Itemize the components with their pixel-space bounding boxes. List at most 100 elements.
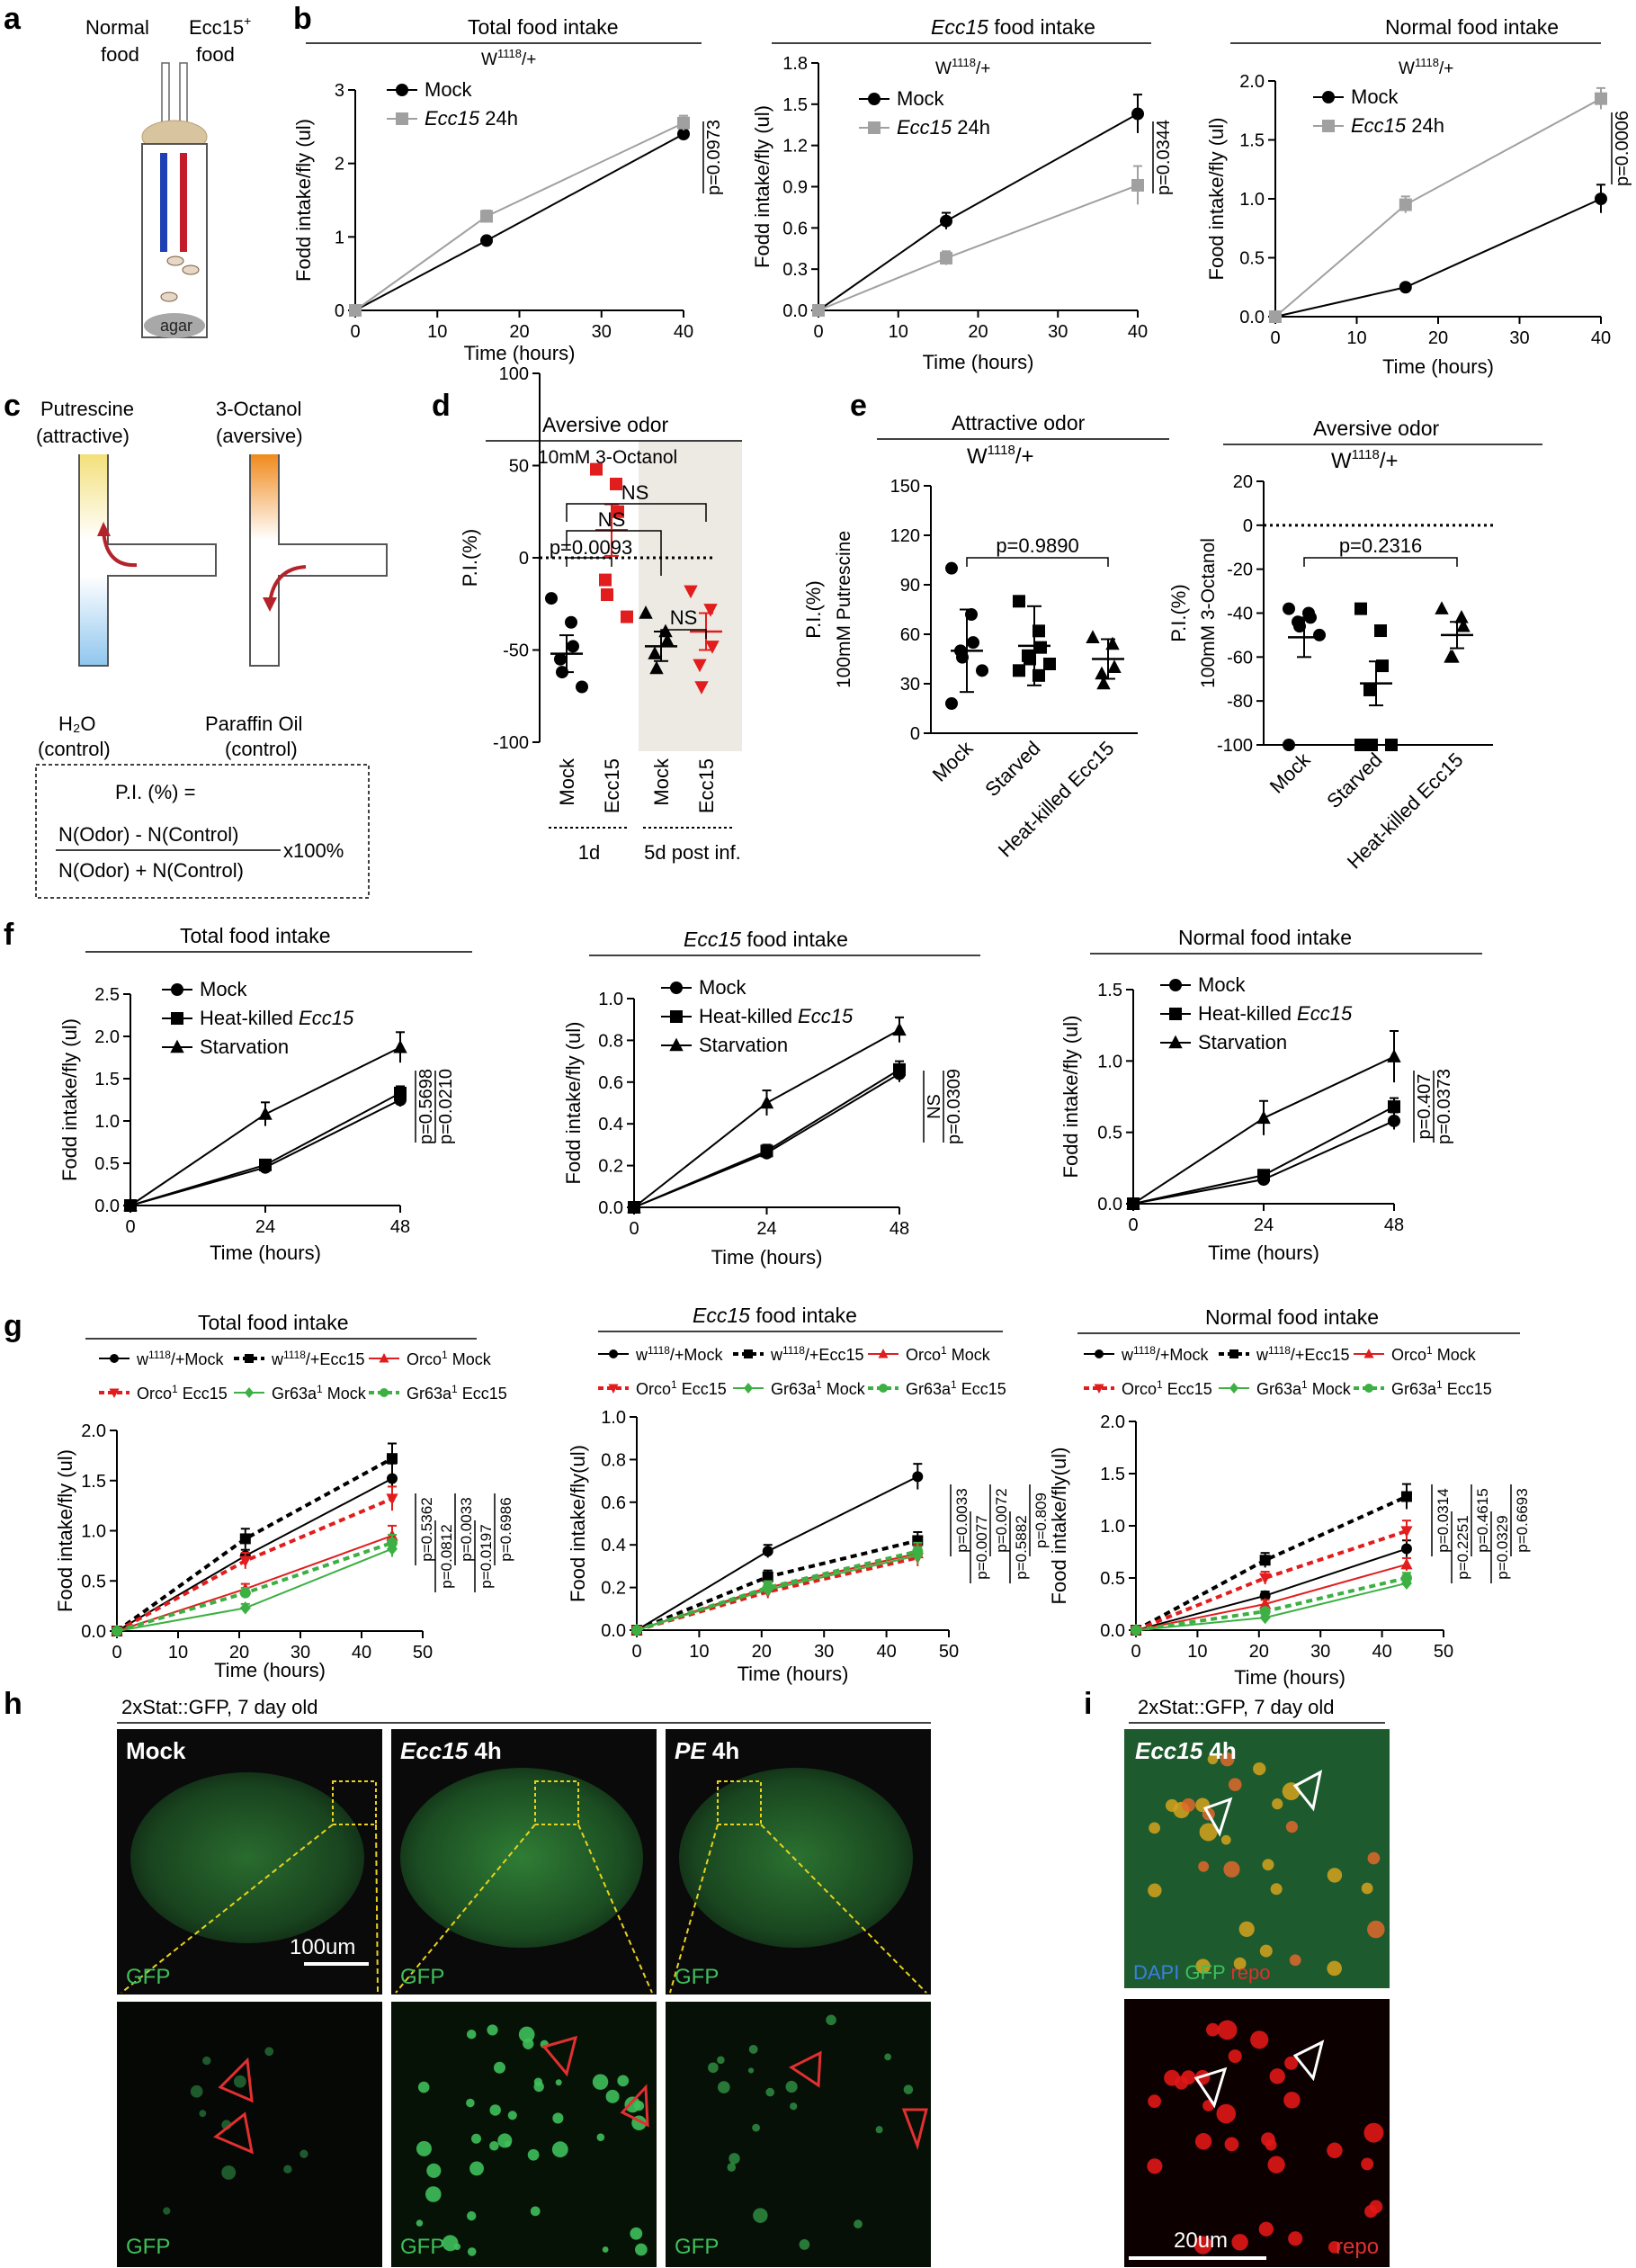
legend-prefix: Gr63a (906, 1380, 952, 1398)
legend-sup: 1118 (782, 1344, 805, 1357)
y-tick-label: -20 (1227, 560, 1253, 580)
data-point (480, 234, 493, 247)
x-tick-label: 48 (890, 1219, 909, 1239)
y-axis-label-2: 100mM Putrescine (834, 531, 854, 688)
gfp-cell (747, 2067, 755, 2074)
panel-label-i: i (1084, 1687, 1092, 1721)
data-point (912, 1471, 924, 1483)
merged-cell (1327, 1960, 1342, 1977)
gfp-cell (729, 2153, 740, 2165)
genotype-w: W (967, 444, 988, 469)
panel-c-tmaze-diagram: Putrescine (attractive) 3-Octanol (avers… (35, 398, 388, 899)
legend-marker (609, 1349, 618, 1358)
chart-g2-ecc15-food-intake: Ecc15 food intake 0.0 0.2 0.4 0.6 0.8 1.0 0 10 20… (567, 1304, 1050, 1685)
genotype-label: W1118/+ (1399, 56, 1453, 78)
data-point (1363, 683, 1376, 696)
data-point (976, 664, 988, 677)
gfp-cell (518, 2026, 535, 2043)
x-category-label: Mock (556, 757, 578, 806)
gfp-cell (190, 2084, 203, 2098)
legend-name: /+Mock (1156, 1346, 1210, 1364)
legend-marker (109, 1388, 120, 1398)
chart-title-text: Total food intake (468, 15, 619, 39)
p-value-label: p=0.0373 (1435, 1069, 1454, 1144)
merged-cell (1361, 1882, 1373, 1895)
fly-icon (160, 291, 178, 302)
arrowhead-icon (1193, 2066, 1228, 2109)
legend-marker (110, 1354, 119, 1363)
x-tick-label: 24 (1254, 1215, 1274, 1235)
repo-cell (1258, 2221, 1274, 2237)
legend-label: Ecc15 24h (897, 116, 990, 139)
gfp-cell (466, 2210, 477, 2221)
legend-prefix: Orco (137, 1385, 172, 1403)
panel-label-h: h (4, 1687, 22, 1721)
legend-name: /+Ecc15 (1291, 1346, 1350, 1364)
legend-name: Mock (897, 87, 945, 110)
y-tick-label: 0.4 (601, 1536, 626, 1555)
x-category-label: Mock (1265, 748, 1316, 798)
h-label-mock: Mock (126, 1737, 186, 1764)
gfp-cell (233, 2075, 246, 2088)
y-axis-label-2: 100mM 3-Octanol (1198, 538, 1219, 688)
gfp-cell (826, 2014, 836, 2026)
chart-title: Ecc15 food intake (684, 928, 848, 951)
h-zoom-gfp-label-2: GFP (400, 2235, 444, 2259)
x-category-label: Ecc15 (601, 758, 623, 813)
p-value-label: p=0.0344 (1154, 120, 1174, 195)
p-value-label: p=0.4615 (1474, 1488, 1491, 1552)
data-point (1388, 1114, 1400, 1127)
legend-sup: 1 (442, 1349, 448, 1361)
legend-name: Ecc15 (1163, 1380, 1212, 1398)
x-axis-label: Time (hours) (214, 1659, 326, 1681)
series-line (636, 1475, 918, 1631)
legend-name: Mock (1308, 1380, 1352, 1398)
normal-food-label: Normal (85, 16, 149, 39)
legend-name: Mock (200, 978, 248, 1000)
control-label-2: (control) (225, 738, 298, 760)
x-tick-label: 40 (352, 1643, 371, 1663)
repo-cell (1194, 2132, 1212, 2150)
y-axis-label: P.I.(%) (1167, 584, 1190, 641)
gfp-cell (416, 2140, 432, 2156)
legend-label: Ecc15 24h (1351, 114, 1444, 137)
y-tick-label: 0.0 (94, 1197, 120, 1216)
legend-name: Mock (1433, 1346, 1477, 1364)
y-tick-label: 0.6 (598, 1073, 623, 1093)
x-axis-label: Time (hours) (210, 1242, 321, 1264)
x-tick-label: 20 (1428, 328, 1448, 348)
legend-name: Mock (947, 1346, 991, 1364)
paraffin-label: Paraffin Oil (205, 713, 302, 735)
data-point (1313, 628, 1326, 641)
data-point (1374, 624, 1387, 638)
x-tick-label: 20 (1249, 1642, 1269, 1662)
y-tick-label: 50 (509, 457, 529, 477)
legend-name: Mock (448, 1350, 492, 1368)
y-tick-label: 3 (335, 81, 344, 101)
genotype-suffix: /+ (522, 50, 536, 69)
data-point (1387, 1049, 1401, 1062)
data-point (1293, 620, 1306, 633)
p-value-label: p=0.0077 (973, 1515, 990, 1579)
genotype-sup: 1118 (1415, 56, 1439, 69)
y-tick-label: 1.5 (1097, 981, 1122, 1000)
ecc-food-label: Ecc15+ (189, 13, 251, 39)
data-point (945, 697, 958, 710)
legend-label: Gr63a1 Ecc15 (1391, 1378, 1492, 1398)
arrowhead-icon (213, 2111, 254, 2155)
legend-sup: 1118 (283, 1349, 306, 1361)
y-tick-label: 0.0 (1100, 1621, 1125, 1641)
arrowhead-icon (901, 2108, 928, 2151)
i-scale-label: 20um (1174, 2228, 1228, 2253)
x-tick-label: 30 (1048, 322, 1068, 342)
x-axis-label: Time (hours) (711, 1246, 823, 1268)
h-label-ecc15: Ecc15 4h (400, 1737, 502, 1764)
repo-cell (1269, 2068, 1285, 2084)
genotype-sup: 1118 (952, 56, 976, 69)
x-tick-label: 50 (1434, 1642, 1453, 1662)
legend-label: Heat-killed Ecc15 (699, 1005, 854, 1027)
data-point (387, 1537, 398, 1548)
legend-name: 24h (1411, 114, 1444, 137)
gfp-cell (489, 2140, 499, 2151)
legend-name: 24h (485, 107, 518, 130)
